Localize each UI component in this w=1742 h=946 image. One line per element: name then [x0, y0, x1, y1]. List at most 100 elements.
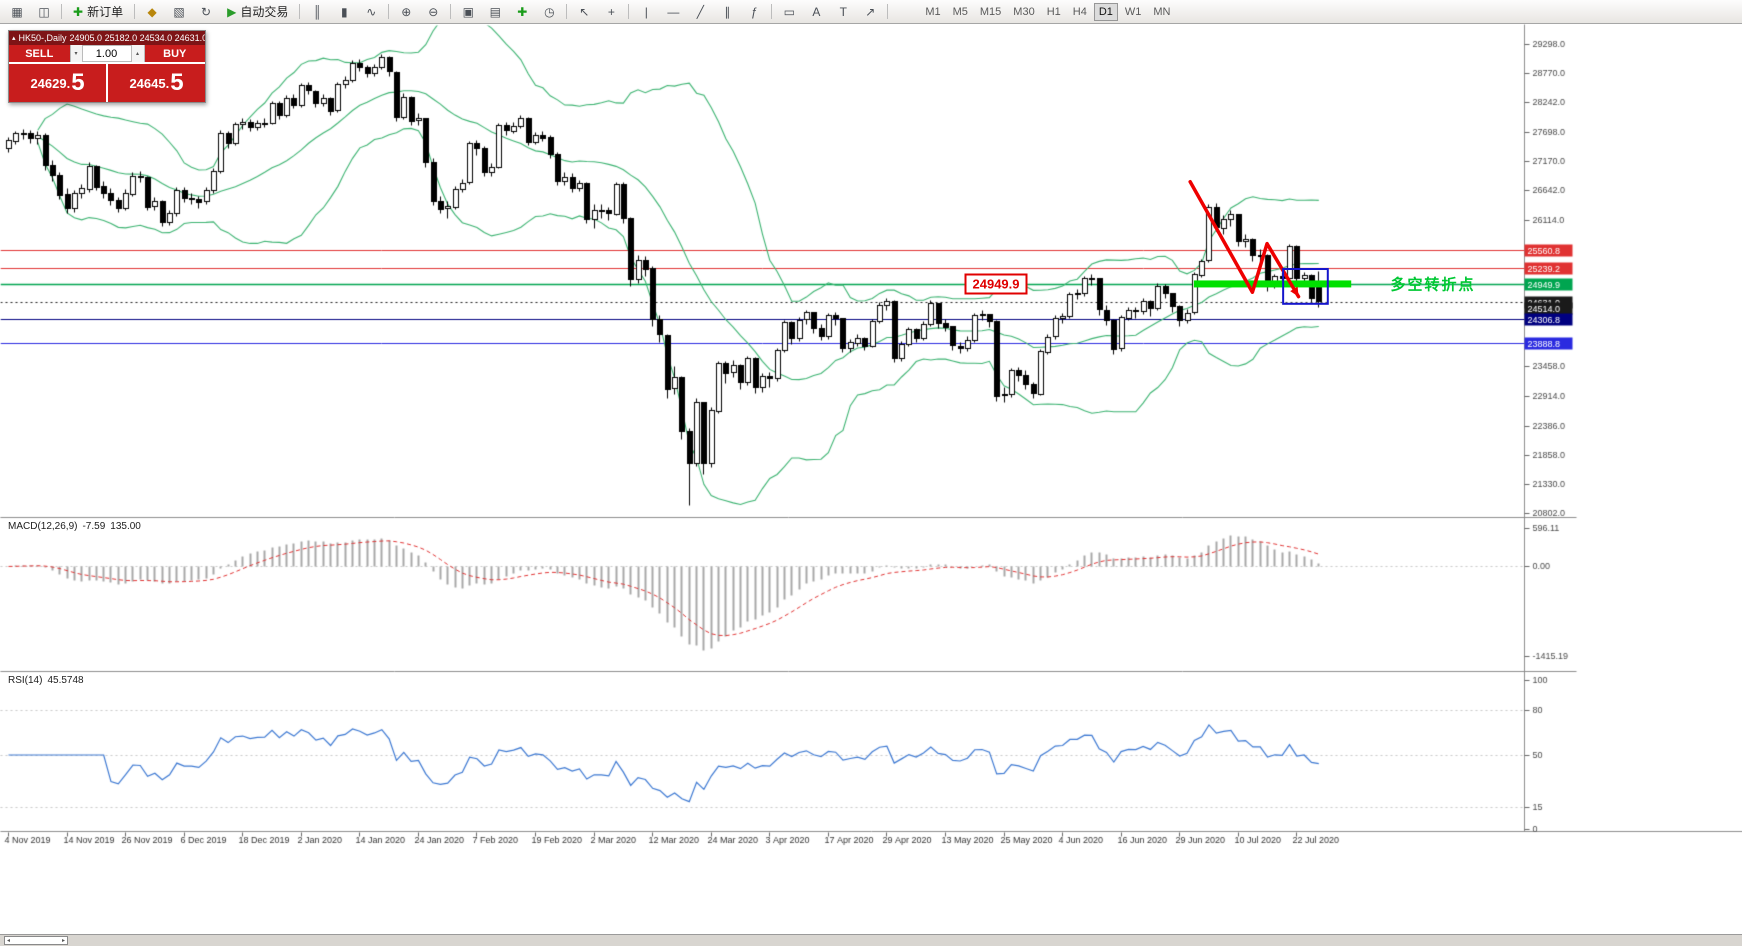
zoom-in-icon[interactable]: ⊕	[393, 1, 419, 23]
auto-trading-label: 自动交易	[240, 5, 289, 19]
macd-main-value: -7.59	[82, 521, 106, 532]
one-click-trade-panel: ▴ HK50-,Daily 24905.0 25182.0 24534.0 24…	[8, 30, 206, 103]
collapse-icon[interactable]: ▴	[12, 35, 16, 42]
text-icon[interactable]: A	[803, 1, 829, 23]
volume-stepper[interactable]: ▴	[130, 45, 145, 62]
trade-panel-header: ▴ HK50-,Daily 24905.0 25182.0 24534.0 24…	[9, 31, 205, 45]
zoom-out-icon: ⊖	[428, 4, 439, 19]
rsi-value: 45.5748	[47, 675, 84, 686]
toolbar-separator	[134, 4, 136, 19]
trade-buttons-row: SELL ▾ ▴ BUY	[9, 45, 205, 62]
vertical-line-icon[interactable]: |	[633, 1, 659, 23]
new-chart-icon[interactable]: ▦	[4, 1, 30, 23]
toolbar-separator	[771, 4, 773, 19]
tile-windows-icon: ▣	[462, 4, 474, 19]
new-order-label: 新订单	[87, 5, 124, 19]
data-window-icon[interactable]: ▧	[166, 1, 192, 23]
zoom-out-icon[interactable]: ⊖	[420, 1, 446, 23]
timeframe-w1-button[interactable]: W1	[1124, 5, 1142, 18]
timeframe-h4-button[interactable]: H4	[1072, 5, 1087, 18]
bar-chart-icon[interactable]: ║	[304, 1, 330, 23]
timeframe-m30-button[interactable]: M30	[1013, 5, 1035, 18]
market-watch-icon: ◆	[147, 4, 157, 19]
tile-windows-icon[interactable]: ▣	[455, 1, 481, 23]
line-chart-icon[interactable]: ∿	[358, 1, 384, 23]
shapes-icon: ▭	[783, 4, 795, 19]
refresh-icon[interactable]: ↻	[193, 1, 219, 23]
periods-icon: ◷	[544, 4, 555, 19]
zoom-in-icon: ⊕	[401, 4, 412, 19]
channel-icon[interactable]: ∥	[714, 1, 740, 23]
macd-name: MACD(12,26,9)	[8, 521, 78, 532]
text-label-icon: T	[839, 4, 847, 19]
chart-ohlc-values: 24905.0 25182.0 24534.0 24631.0	[69, 33, 205, 43]
sell-price-main: 24629.	[30, 75, 71, 91]
fibonacci-icon[interactable]: ƒ	[741, 1, 767, 23]
toolbar-separator	[887, 4, 889, 19]
shapes-icon[interactable]: ▭	[776, 1, 802, 23]
toolbar-separator	[61, 4, 62, 19]
text-label-icon[interactable]: T	[830, 1, 856, 23]
vertical-line-icon: |	[644, 4, 648, 19]
scroll-right-icon[interactable]: ▸	[61, 938, 65, 944]
cursor-icon[interactable]: ↖	[571, 1, 597, 23]
crosshair-icon[interactable]: +	[598, 1, 624, 23]
data-window-icon: ▧	[173, 4, 185, 19]
timeframe-m1-button[interactable]: M1	[925, 5, 941, 18]
sell-price-pip: 5	[71, 69, 85, 96]
toolbar-separator	[388, 4, 390, 19]
chart-profiles-icon: ◫	[38, 4, 50, 19]
trendline-icon: ╱	[696, 4, 704, 19]
refresh-icon: ↻	[201, 4, 212, 19]
timeframe-h1-button[interactable]: H1	[1046, 5, 1061, 18]
timeframe-mn-button[interactable]: MN	[1153, 5, 1171, 18]
cursor-icon: ↖	[579, 4, 590, 19]
rsi-name: RSI(14)	[8, 675, 43, 686]
buy-price-main: 24645.	[129, 75, 170, 91]
line-chart-icon: ∿	[366, 4, 377, 19]
toolbar: ▦ ◫ ✚ 新订单 ◆ ▧ ↻ ▶ 自动交易 ║ ▮ ∿ ⊕ ⊖ ▣ ▤ ✚ ◷ ↖ + | ― ╱ ∥ ƒ ▭ A T ↗ M1 M5 M…	[0, 0, 1742, 24]
volume-input[interactable]	[82, 45, 131, 62]
timeframe-m15-button[interactable]: M15	[979, 5, 1002, 18]
toolbar-separator	[299, 4, 301, 19]
periods-icon[interactable]: ◷	[536, 1, 562, 23]
templates-icon: ▤	[489, 4, 501, 19]
market-watch-icon[interactable]: ◆	[139, 1, 165, 23]
arrows-icon: ↗	[865, 4, 876, 19]
toolbar-separator	[628, 4, 630, 19]
macd-signal-value: 135.00	[110, 521, 141, 532]
auto-trading-button[interactable]: ▶ 自动交易	[220, 1, 295, 23]
timeframe-d1-button[interactable]: D1	[1093, 2, 1118, 21]
sell-price-button[interactable]: 24629. 5	[9, 64, 106, 102]
tab-scroll-handle[interactable]: ◂ ▸	[4, 936, 68, 945]
scroll-left-icon[interactable]: ◂	[7, 938, 11, 944]
new-order-icon: ✚	[73, 4, 84, 19]
horizontal-line-icon[interactable]: ―	[660, 1, 686, 23]
buy-price-pip: 5	[170, 69, 184, 96]
price-level-annotation[interactable]: 24949.9	[964, 273, 1028, 295]
turning-point-label[interactable]: 多空转折点	[1390, 276, 1476, 294]
toolbar-separator	[450, 4, 452, 19]
candlestick-chart-icon[interactable]: ▮	[331, 1, 357, 23]
templates-icon[interactable]: ▤	[482, 1, 508, 23]
macd-indicator-label: MACD(12,26,9) -7.59 135.00	[8, 521, 141, 532]
chart-symbol-period: HK50-,Daily	[18, 33, 67, 43]
new-order-button[interactable]: ✚ 新订单	[66, 1, 130, 23]
buy-price-button[interactable]: 24645. 5	[108, 64, 205, 102]
add-indicator-icon[interactable]: ✚	[509, 1, 535, 23]
trendline-icon[interactable]: ╱	[687, 1, 713, 23]
add-indicator-icon: ✚	[517, 4, 528, 19]
price-quote-row: 24629. 5 24645. 5	[9, 62, 205, 102]
arrows-icon[interactable]: ↗	[857, 1, 883, 23]
sell-button[interactable]: SELL	[9, 45, 70, 62]
volume-dropdown-icon[interactable]: ▾	[69, 45, 83, 62]
chart-profiles-icon[interactable]: ◫	[31, 1, 57, 23]
buy-button[interactable]: BUY	[144, 45, 205, 62]
auto-trading-icon: ▶	[227, 4, 237, 19]
new-chart-icon: ▦	[11, 4, 23, 19]
horizontal-line-icon: ―	[667, 4, 680, 19]
timeframe-m5-button[interactable]: M5	[952, 5, 968, 18]
channel-icon: ∥	[724, 4, 731, 19]
